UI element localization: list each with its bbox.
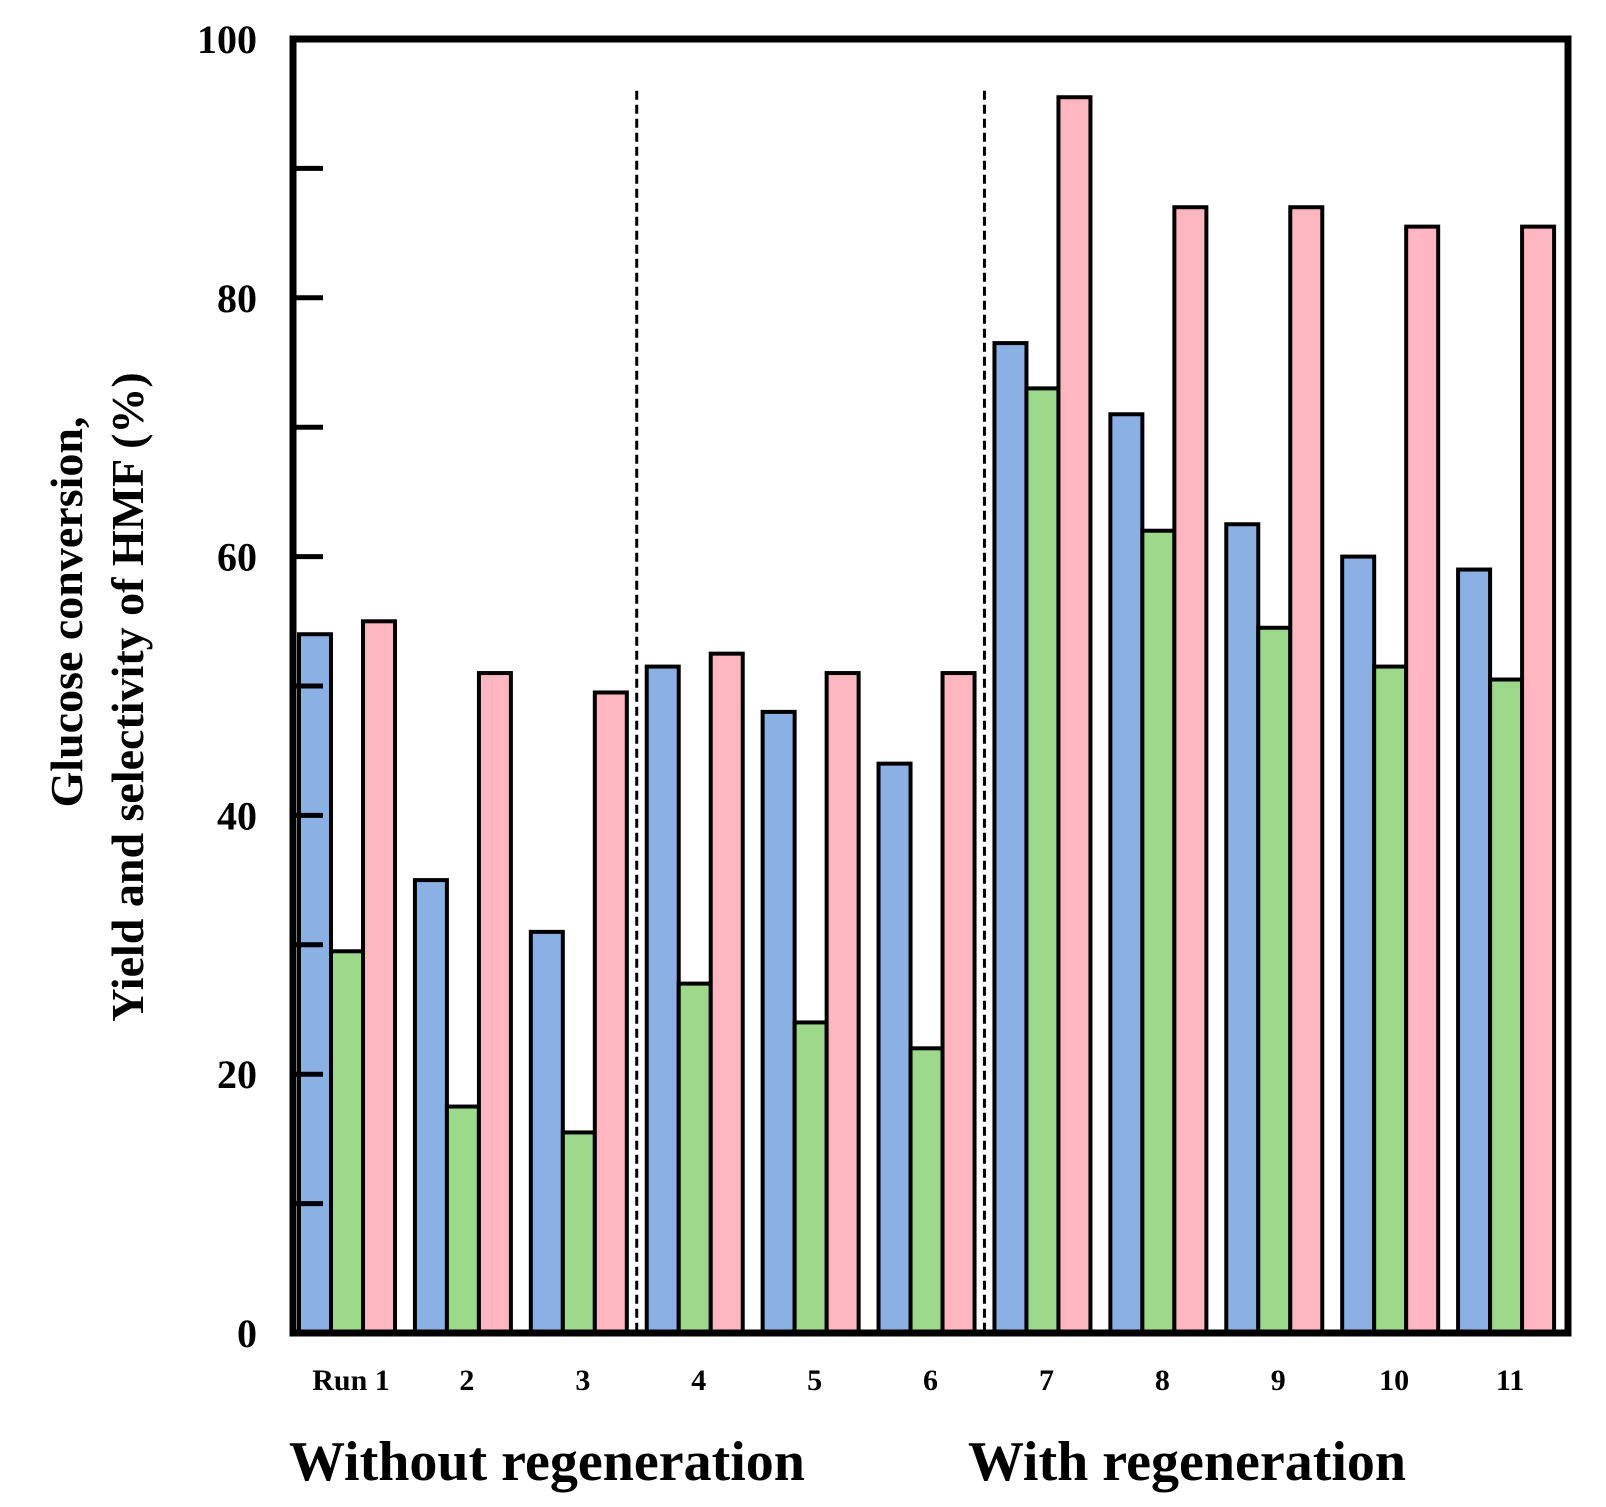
y-tick-label-20: 20 — [217, 1052, 257, 1097]
x-tick-label-5: 5 — [807, 1364, 822, 1397]
bar-yield-10 — [1372, 664, 1409, 1335]
bar-yield-9 — [1256, 625, 1293, 1335]
x-tick-label-6: 6 — [923, 1364, 938, 1397]
bar-conversion-10 — [1340, 554, 1377, 1335]
y-tick-labels: 0 20 40 60 80 100 — [197, 17, 257, 1356]
bar-yield-1 — [329, 949, 365, 1336]
bar-conversion-1 — [297, 632, 333, 1335]
x-tick-label-9: 9 — [1271, 1364, 1286, 1397]
x-tick-label-2: 2 — [459, 1364, 474, 1397]
bar-conversion-4 — [644, 664, 681, 1335]
bar-selectivity-5 — [824, 671, 861, 1335]
bar-selectivity-6 — [940, 671, 977, 1335]
bar-selectivity-4 — [708, 651, 745, 1335]
x-tick-label-10: 10 — [1379, 1364, 1409, 1397]
bar-selectivity-10 — [1404, 224, 1441, 1335]
y-axis-title-line-1: Glucose conversion, — [41, 417, 92, 808]
separators-layer — [635, 90, 986, 1333]
bar-conversion-3 — [528, 929, 565, 1335]
bar-yield-7 — [1024, 386, 1061, 1335]
y-ticks — [293, 36, 323, 1336]
x-tick-label-11: 11 — [1496, 1364, 1524, 1397]
x-tick-label-7: 7 — [1039, 1364, 1054, 1397]
bar-selectivity-8 — [1172, 205, 1209, 1336]
bar-conversion-11 — [1456, 567, 1493, 1335]
y-axis-title-line-2: Yield and selectivity of HMF (%) — [102, 372, 153, 1021]
bar-conversion-7 — [992, 341, 1029, 1335]
bar-conversion-5 — [760, 709, 797, 1335]
bar-yield-4 — [676, 981, 713, 1335]
bar-selectivity-11 — [1520, 224, 1557, 1335]
bar-yield-8 — [1140, 528, 1177, 1335]
y-tick-label-40: 40 — [217, 793, 257, 838]
x-tick-label-4: 4 — [691, 1364, 706, 1397]
bar-selectivity-2 — [476, 671, 513, 1335]
group-label-without-regeneration: Without regeneration — [289, 1431, 805, 1493]
bars-layer — [297, 95, 1557, 1336]
bar-yield-3 — [560, 1130, 597, 1336]
bar-conversion-8 — [1108, 412, 1145, 1335]
bar-selectivity-9 — [1288, 205, 1325, 1336]
bar-selectivity-1 — [361, 619, 397, 1335]
group-label-with-regeneration: With regeneration — [968, 1431, 1406, 1493]
bar-yield-11 — [1488, 677, 1525, 1335]
x-tick-labels: Run 1 2 3 4 5 6 7 8 9 10 11 — [312, 1364, 1524, 1397]
y-tick-label-100: 100 — [197, 17, 257, 62]
bar-selectivity-7 — [1056, 95, 1093, 1336]
bar-conversion-6 — [876, 761, 913, 1335]
bar-yield-5 — [792, 1020, 829, 1335]
y-tick-label-0: 0 — [237, 1311, 257, 1356]
bar-yield-2 — [444, 1104, 481, 1336]
x-tick-label-1: Run 1 — [312, 1364, 390, 1397]
bar-yield-6 — [908, 1046, 945, 1335]
bar-conversion-2 — [412, 878, 449, 1335]
x-tick-label-8: 8 — [1155, 1364, 1170, 1397]
x-tick-label-3: 3 — [575, 1364, 590, 1397]
bar-conversion-9 — [1224, 522, 1261, 1335]
bar-selectivity-3 — [592, 690, 629, 1335]
y-tick-label-60: 60 — [217, 535, 257, 580]
y-tick-label-80: 80 — [217, 276, 257, 321]
